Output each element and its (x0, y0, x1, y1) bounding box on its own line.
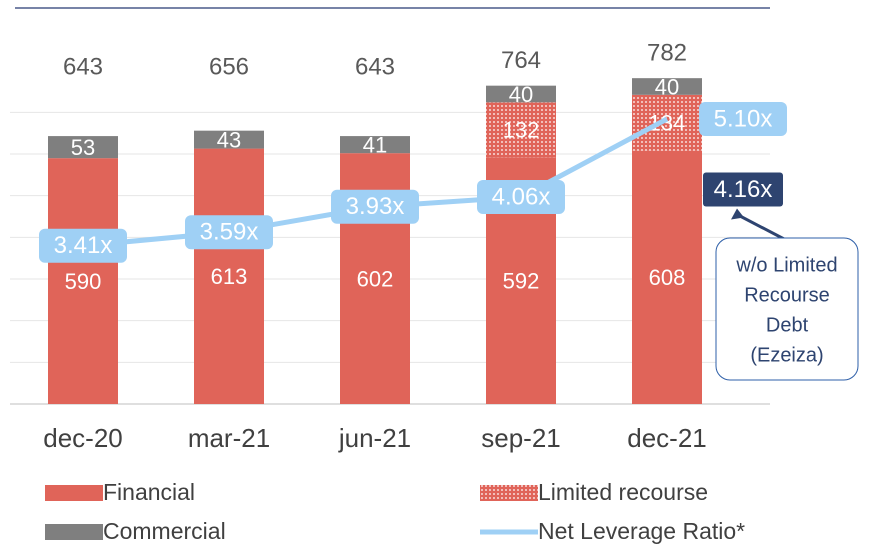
segment-label: 40 (509, 82, 533, 107)
bar-segment (194, 130, 264, 149)
legend-label: Commercial (103, 518, 226, 544)
segment-label: 590 (65, 269, 102, 294)
annotation-text: (Ezeiza) (750, 344, 823, 366)
legend-label: Net Leverage Ratio* (538, 518, 745, 544)
line-label-box (699, 102, 787, 136)
segment-label: 132 (503, 118, 540, 143)
annotation-callout (715, 237, 859, 381)
line-label: 5.10x (714, 105, 773, 132)
line-label-box (39, 228, 127, 263)
legend-swatch (45, 524, 103, 540)
bar-segment (340, 136, 410, 154)
annotation-arrow-head (731, 208, 744, 220)
segment-label: 53 (71, 135, 95, 160)
x-tick-label: dec-20 (43, 423, 123, 453)
segment-label: 602 (357, 266, 394, 291)
bar-segment (486, 85, 556, 103)
total-label: 656 (209, 53, 249, 80)
line-label: 4.06x (492, 183, 551, 210)
x-tick-label: mar-21 (188, 423, 270, 453)
annotation-value: 4.16x (714, 176, 773, 203)
total-label: 782 (647, 40, 687, 67)
x-tick-label: dec-21 (627, 423, 707, 453)
line-label: 3.93x (346, 193, 405, 220)
line-label-box (331, 189, 419, 224)
annotation-text: Debt (766, 314, 809, 336)
segment-label: 43 (217, 127, 241, 152)
bar-segment (48, 136, 118, 159)
line-label-box (477, 180, 565, 214)
bar-segment (194, 148, 264, 404)
line-label: 3.41x (54, 232, 113, 259)
legend-swatch (480, 485, 538, 501)
bar-segment (48, 158, 118, 404)
segment-label: 40 (655, 74, 679, 99)
legend-swatch (45, 485, 103, 501)
legend-label: Limited recourse (538, 479, 708, 505)
segment-label: 592 (503, 268, 540, 293)
x-tick-label: jun-21 (338, 423, 411, 453)
annotation-text: Recourse (744, 284, 830, 306)
total-label: 643 (63, 53, 103, 80)
total-label: 764 (501, 47, 541, 74)
bar-segment (632, 150, 702, 404)
x-tick-label: sep-21 (481, 423, 561, 453)
legend-label: Financial (103, 479, 195, 505)
annotation-arrow (738, 214, 787, 242)
bar-segment (486, 102, 556, 158)
line-label-box (185, 215, 273, 250)
bar-segment (632, 78, 702, 95)
annotation-text: w/o Limited (735, 254, 837, 276)
annotation-box (703, 172, 783, 207)
segment-label: 608 (649, 265, 686, 290)
total-label: 643 (355, 53, 395, 80)
segment-label: 41 (363, 132, 387, 157)
segment-label: 613 (211, 264, 248, 289)
bar-segment (632, 94, 702, 151)
line-label: 3.59x (200, 219, 259, 246)
